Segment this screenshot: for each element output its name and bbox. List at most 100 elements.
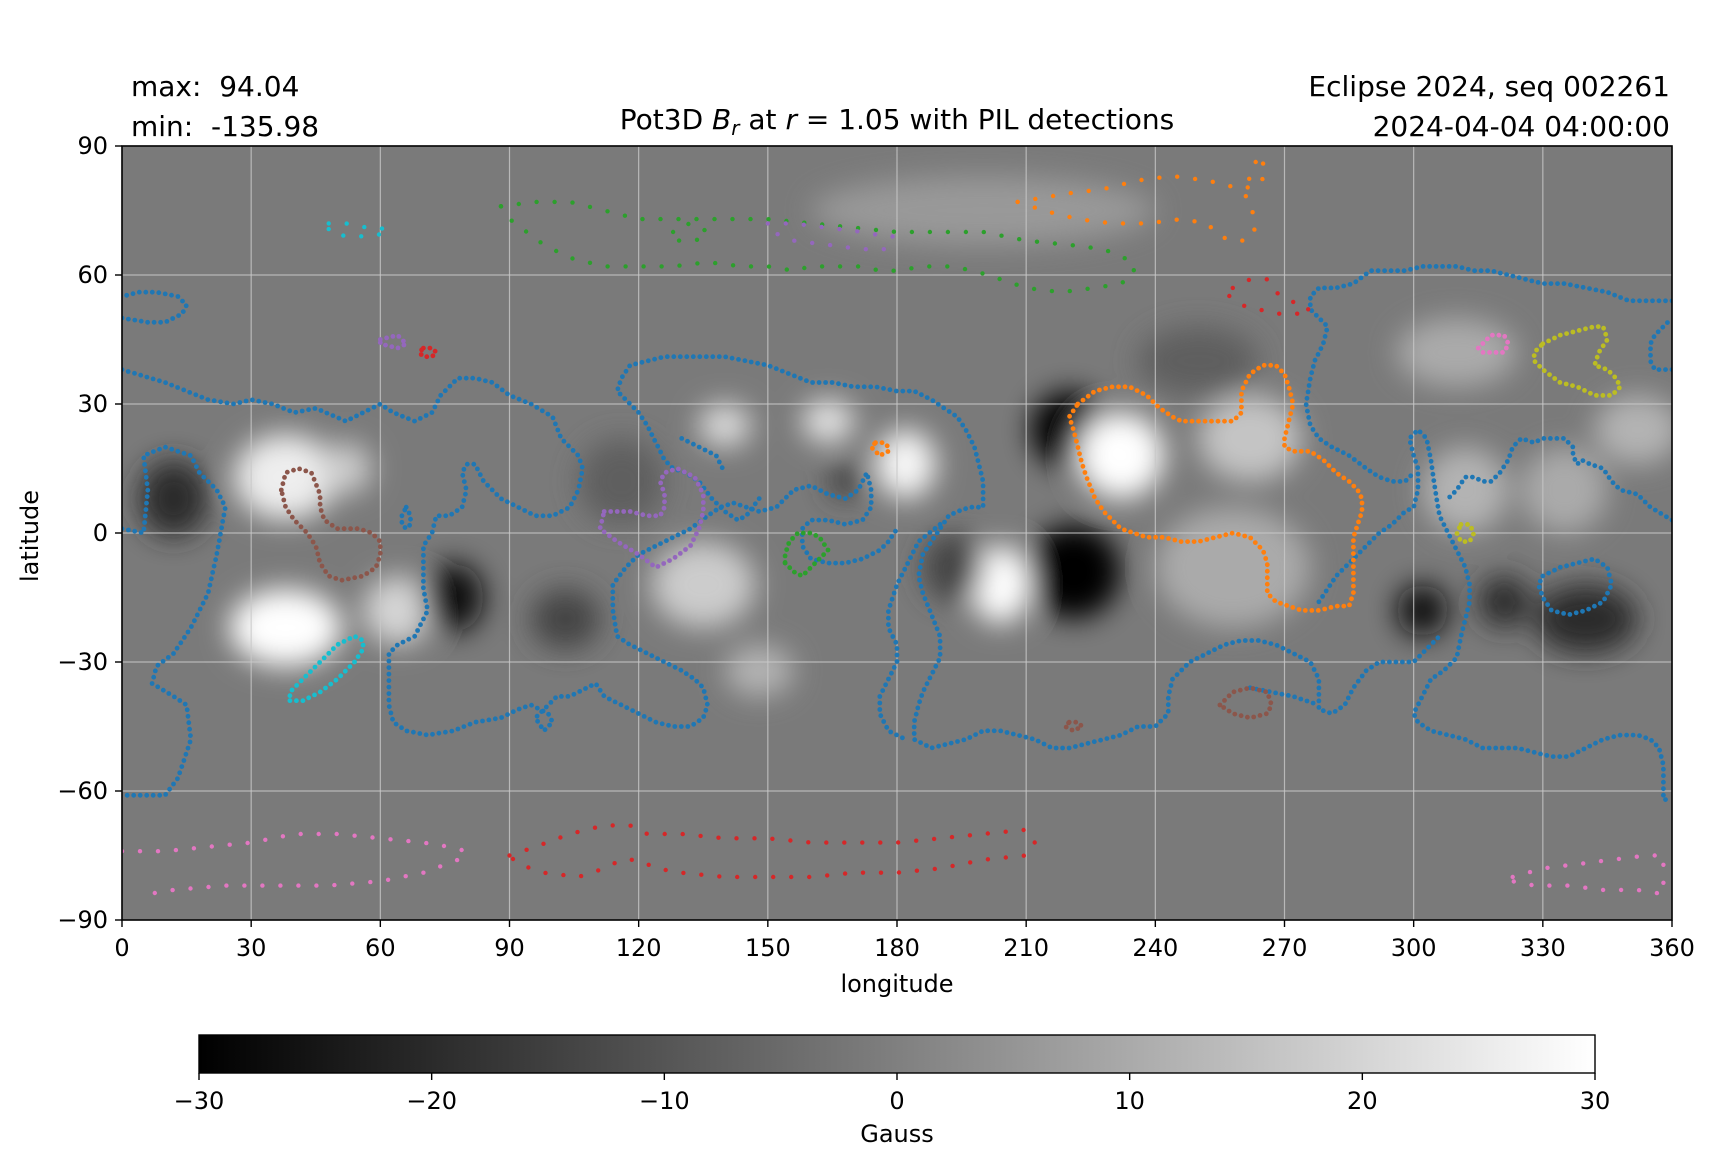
title-part-1: Pot3D — [620, 103, 712, 136]
pil-point — [692, 522, 698, 528]
pil-point — [1552, 567, 1557, 573]
colorbar: −30 −20 −10 0 10 20 30 Gauss — [174, 1034, 1610, 1148]
pil-point — [1078, 722, 1084, 728]
pil-point — [522, 704, 528, 710]
pil-point — [878, 840, 883, 845]
pil-point — [1359, 507, 1365, 512]
pil-point — [1050, 193, 1056, 199]
pil-point — [1456, 485, 1461, 490]
pil-point — [164, 319, 170, 324]
pil-point — [1347, 602, 1352, 608]
pil-point — [969, 439, 975, 445]
pil-point — [383, 342, 388, 348]
pil-point — [218, 399, 224, 405]
pil-point — [678, 724, 684, 729]
pil-point — [201, 474, 207, 480]
pil-point — [644, 831, 649, 836]
pil-contour-31 — [1531, 324, 1622, 398]
pil-point — [287, 698, 293, 704]
pil-point — [1456, 735, 1462, 741]
pil-point — [1029, 736, 1035, 742]
pil-point — [605, 264, 610, 269]
pil-point — [1413, 459, 1418, 464]
pil-point — [891, 229, 897, 234]
pil-point — [571, 691, 577, 697]
pil-point — [1070, 426, 1076, 431]
pil-point — [185, 745, 191, 751]
pil-point — [330, 413, 336, 418]
pil-point — [179, 764, 185, 769]
pil-point — [900, 735, 905, 741]
pil-point — [534, 513, 539, 519]
pil-point — [262, 400, 268, 405]
pil-point — [1278, 600, 1283, 606]
pil-point — [1359, 500, 1365, 506]
pil-point — [877, 707, 883, 712]
pil-point — [421, 578, 426, 584]
pil-point — [206, 884, 211, 890]
pil-point — [1419, 695, 1424, 701]
pil-point — [180, 298, 185, 304]
field-blob-7 — [828, 464, 863, 499]
pil-point — [646, 862, 651, 867]
pil-point — [1537, 578, 1543, 584]
pil-point — [1401, 510, 1406, 516]
pil-point — [920, 590, 926, 595]
pil-point — [1546, 570, 1551, 576]
pil-point — [569, 501, 574, 507]
pil-point — [335, 641, 341, 647]
pil-point — [422, 591, 427, 597]
pil-point — [672, 724, 678, 729]
x-tick-label: 60 — [365, 934, 396, 962]
pil-point — [627, 363, 632, 369]
pil-point — [1014, 282, 1019, 287]
pil-point — [1242, 638, 1248, 643]
pil-point — [1408, 440, 1413, 445]
pil-point — [980, 496, 986, 502]
pil-point — [835, 520, 841, 525]
pil-point — [1496, 332, 1502, 338]
pil-point — [1033, 196, 1038, 202]
pil-point — [423, 413, 429, 418]
pil-point — [386, 691, 392, 696]
pil-point — [1581, 861, 1586, 866]
pil-point — [753, 874, 758, 880]
pil-point — [522, 508, 528, 513]
pil-point — [799, 538, 805, 544]
pil-point — [816, 380, 822, 385]
pil-contour-5 — [1447, 436, 1672, 523]
pil-point — [376, 232, 382, 237]
pil-point — [175, 385, 181, 390]
pil-point — [1021, 853, 1026, 858]
pil-point — [703, 707, 709, 713]
pil-point — [1245, 714, 1250, 720]
pil-point — [1427, 452, 1433, 458]
pil-point — [1606, 290, 1611, 296]
pil-point — [424, 604, 430, 610]
pil-point — [169, 446, 175, 452]
pil-point — [1616, 385, 1622, 391]
pil-point — [1074, 403, 1080, 408]
pil-point — [1121, 181, 1127, 187]
pil-point — [293, 409, 299, 415]
pil-point — [1236, 532, 1241, 537]
pil-point — [960, 422, 966, 428]
pil-point — [881, 719, 887, 724]
pil-point — [789, 874, 794, 880]
pil-point — [1264, 575, 1270, 581]
pil-point — [1661, 766, 1666, 772]
pil-point — [1651, 365, 1657, 370]
pil-point — [889, 534, 895, 539]
pil-point — [1406, 507, 1412, 512]
pil-point — [395, 345, 401, 351]
pil-contour-27 — [1063, 719, 1084, 733]
pil-point — [1292, 448, 1298, 454]
pil-point — [1049, 288, 1055, 294]
pil-point — [885, 449, 891, 454]
pil-point — [1120, 280, 1126, 285]
pil-point — [505, 712, 510, 717]
pil-point — [1323, 440, 1329, 446]
pil-point — [1210, 535, 1216, 541]
pil-point — [1334, 572, 1340, 578]
pil-point — [1322, 606, 1328, 612]
